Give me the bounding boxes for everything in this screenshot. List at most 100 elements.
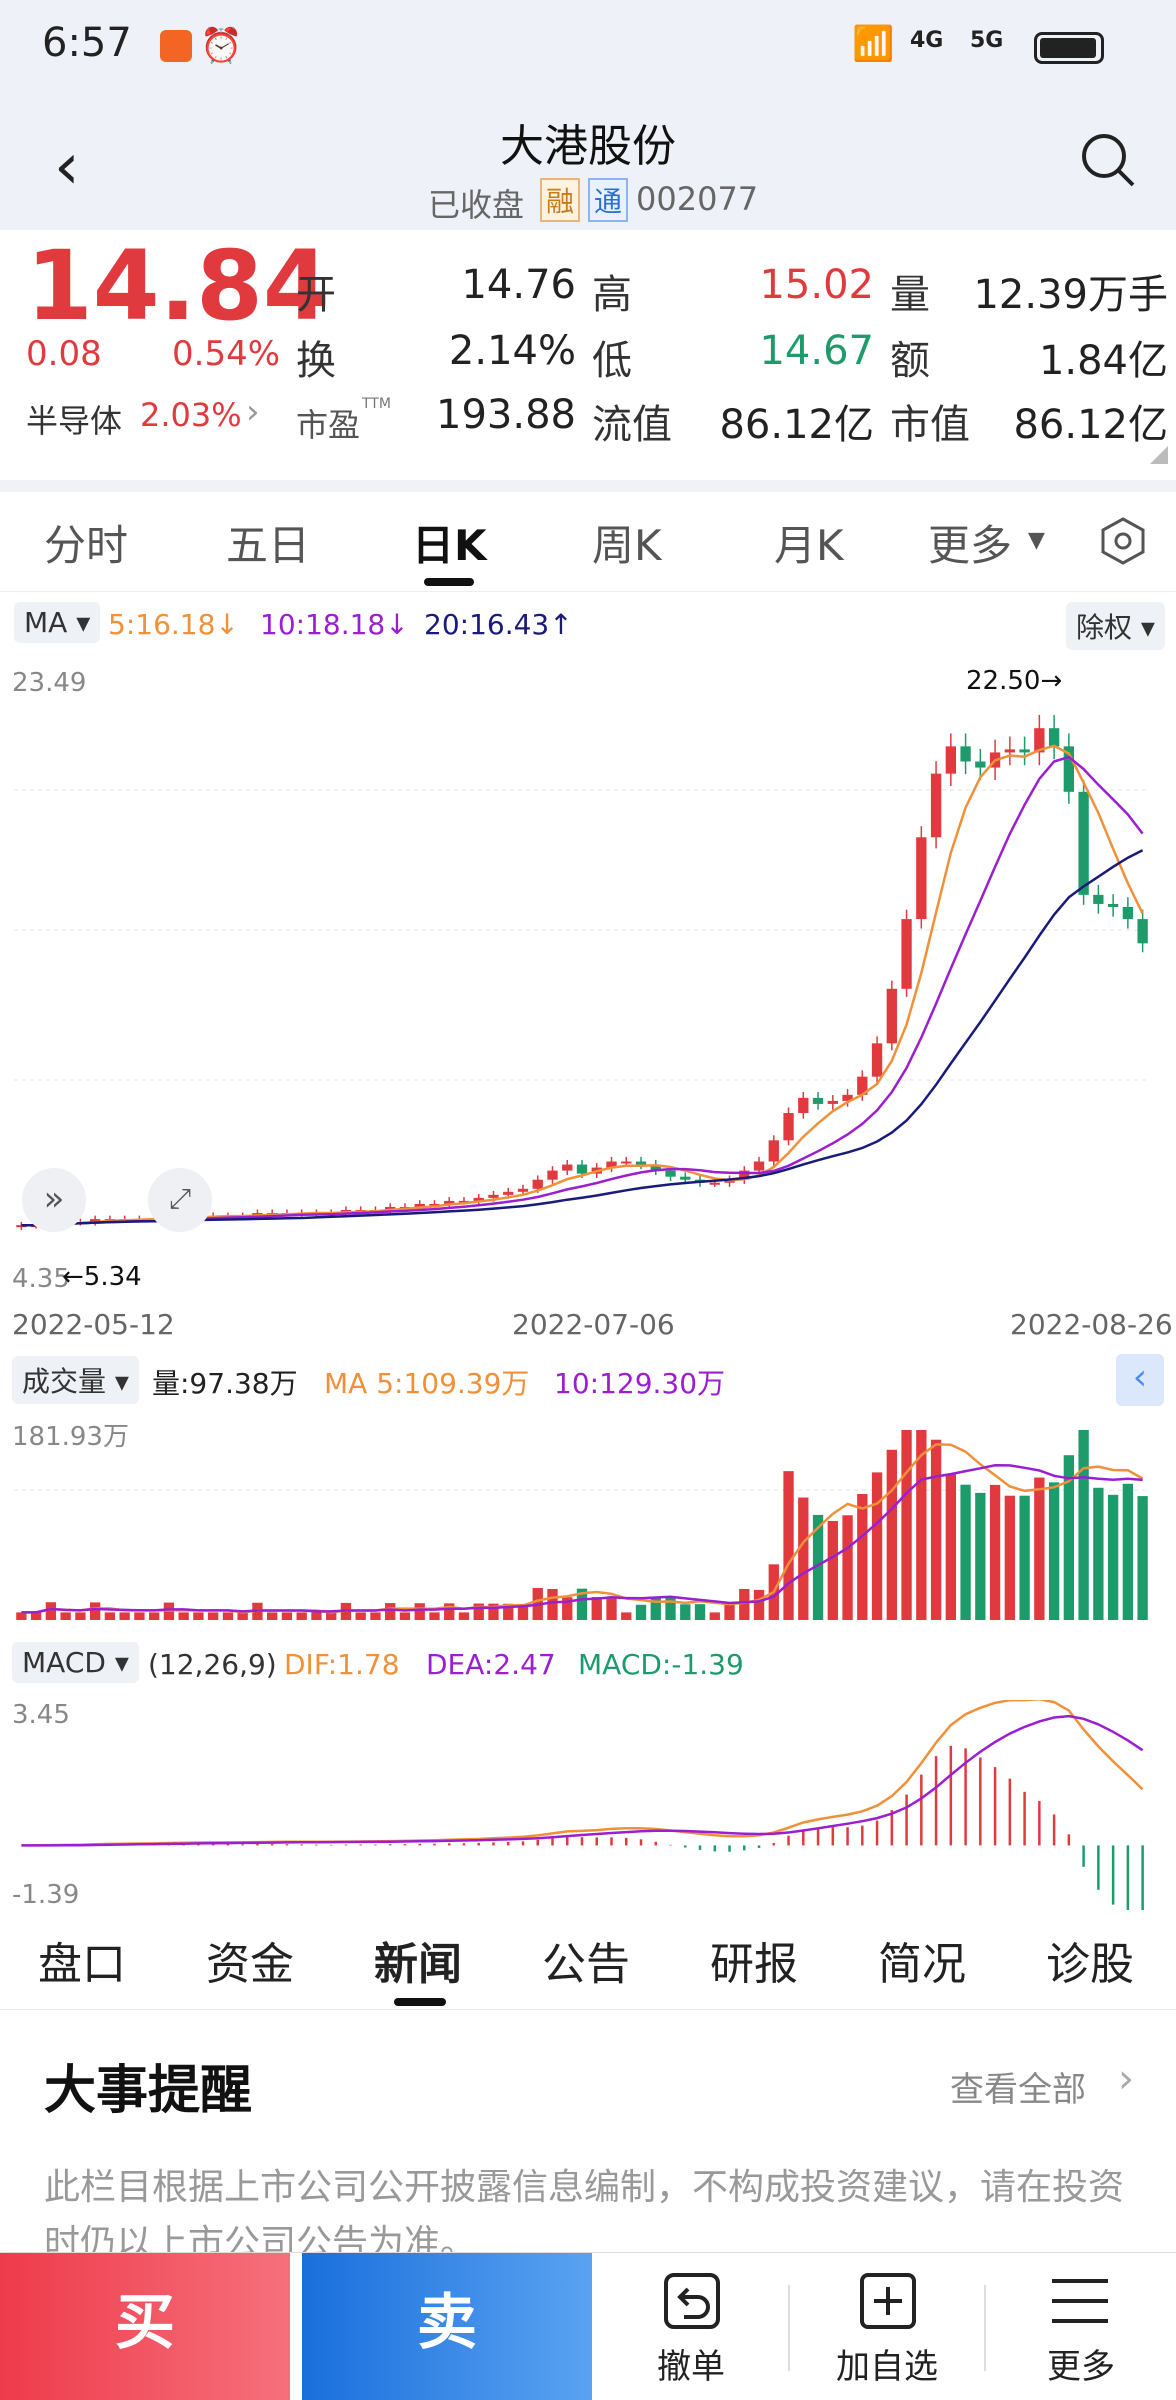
volume-bar bbox=[104, 1612, 116, 1620]
macd-selector[interactable]: MACD ▾ bbox=[12, 1642, 139, 1683]
tab-intraday[interactable]: 分时 bbox=[44, 521, 129, 570]
expand-left-icon[interactable]: » bbox=[22, 1168, 86, 1232]
tab-daily-k[interactable]: 日K bbox=[412, 521, 487, 570]
volume-value: 12.39万手 bbox=[973, 272, 1168, 318]
tab-five-day[interactable]: 五日 bbox=[226, 521, 311, 570]
volume-bar bbox=[783, 1471, 794, 1620]
high-value: 15.02 bbox=[759, 262, 874, 308]
buy-button[interactable]: 买 bbox=[0, 2253, 290, 2400]
settings-hex-icon[interactable] bbox=[1098, 516, 1148, 570]
network-5g-label: 5G bbox=[970, 28, 1004, 53]
market-cap-label: 市值 bbox=[890, 402, 970, 448]
candle-body bbox=[975, 761, 986, 768]
search-icon[interactable] bbox=[1078, 130, 1135, 187]
tab-orderbook[interactable]: 盘口 bbox=[38, 1939, 126, 1990]
candle-body bbox=[960, 746, 971, 762]
macd-dea: DEA:2.47 bbox=[426, 1648, 556, 1681]
volume-selector[interactable]: 成交量 ▾ bbox=[12, 1356, 139, 1404]
ma-selector[interactable]: MA ▾ bbox=[14, 602, 101, 643]
sector-change[interactable]: 2.03% bbox=[140, 396, 242, 434]
tab-more[interactable]: 更多 bbox=[928, 521, 1013, 570]
quote-panel: 14.84 0.08 0.54% 半导体 2.03% › 开 14.76 高 1… bbox=[0, 230, 1176, 480]
candle-body bbox=[886, 988, 897, 1044]
kline-chart[interactable] bbox=[0, 660, 1176, 1300]
candle-body bbox=[576, 1164, 588, 1174]
volume-bar bbox=[370, 1612, 381, 1620]
candle-body bbox=[89, 1219, 101, 1223]
view-all-link[interactable]: 查看全部 bbox=[950, 2070, 1086, 2110]
cancel-order-button[interactable]: 撤单 bbox=[594, 2253, 788, 2400]
candle-body bbox=[650, 1164, 661, 1171]
volume-bar bbox=[414, 1603, 425, 1620]
sector-label[interactable]: 半导体 bbox=[26, 402, 123, 440]
candle-body bbox=[739, 1170, 750, 1180]
candle-body bbox=[1004, 749, 1016, 753]
volume-bar bbox=[680, 1604, 691, 1620]
candle-body bbox=[798, 1097, 809, 1114]
turnover-label: 换 bbox=[296, 338, 336, 384]
add-watchlist-button[interactable]: 加自选 bbox=[790, 2253, 984, 2400]
volume-label: 量 bbox=[890, 272, 930, 318]
volume-bar bbox=[134, 1612, 145, 1620]
divider bbox=[0, 480, 1176, 492]
last-price: 14.84 bbox=[26, 230, 330, 342]
tab-news[interactable]: 新闻 bbox=[374, 1939, 462, 1990]
info-tabs: 盘口 资金 新闻 公告 研报 简况 诊股 bbox=[0, 1910, 1176, 2010]
volume-bar bbox=[871, 1472, 883, 1620]
volume-bar bbox=[665, 1596, 676, 1620]
amount-value: 1.84亿 bbox=[1038, 338, 1168, 384]
tab-diagnosis[interactable]: 诊股 bbox=[1046, 1939, 1134, 1990]
macd-chart[interactable] bbox=[0, 1697, 1176, 1924]
pe-ttm-sup: TTM bbox=[362, 396, 391, 412]
volume-bar bbox=[355, 1612, 366, 1620]
expand-corner-icon[interactable] bbox=[1150, 446, 1168, 464]
candle-body bbox=[680, 1176, 691, 1180]
volume-bar bbox=[547, 1588, 558, 1620]
fullscreen-icon[interactable]: ⤢ bbox=[148, 1168, 212, 1232]
volume-bar bbox=[148, 1612, 160, 1620]
candle-body bbox=[901, 919, 912, 989]
macd-params: (12,26,9) bbox=[148, 1648, 277, 1681]
volume-bar bbox=[1019, 1495, 1030, 1620]
volume-bar bbox=[267, 1612, 278, 1620]
connect-badge: 通 bbox=[588, 178, 629, 222]
tab-funds[interactable]: 资金 bbox=[206, 1939, 294, 1990]
back-icon[interactable]: ‹ bbox=[54, 130, 80, 204]
tab-profile[interactable]: 简况 bbox=[878, 1939, 966, 1990]
macd-svg bbox=[21, 1697, 1144, 1924]
ma20-text: 20:16.43 bbox=[424, 608, 550, 641]
macd-max-label: 3.45 bbox=[12, 1700, 70, 1730]
volume-bar bbox=[739, 1588, 750, 1620]
kline-max-label: 23.49 bbox=[12, 668, 87, 698]
tab-weekly-k[interactable]: 周K bbox=[592, 521, 662, 570]
date-start: 2022-05-12 bbox=[12, 1308, 175, 1341]
kline-min-label: 4.35 bbox=[12, 1264, 70, 1294]
macd-selector-label: MACD bbox=[22, 1646, 106, 1679]
volume-bar bbox=[16, 1612, 27, 1620]
chevron-right-icon[interactable]: › bbox=[1118, 2056, 1134, 2102]
volume-bar bbox=[503, 1603, 514, 1620]
volume-bar bbox=[89, 1602, 101, 1620]
volume-bar bbox=[281, 1612, 293, 1620]
high-label: 高 bbox=[592, 272, 632, 318]
period-tabs: 分时 五日 日K 周K 月K 更多 ▼ bbox=[0, 492, 1176, 592]
volume-bar bbox=[1122, 1483, 1134, 1620]
candle-body bbox=[783, 1113, 794, 1141]
candle-body bbox=[1122, 906, 1134, 920]
candle-body bbox=[414, 1203, 425, 1207]
sell-button[interactable]: 卖 bbox=[302, 2253, 592, 2400]
volume-bar bbox=[458, 1612, 470, 1620]
tab-announcements[interactable]: 公告 bbox=[542, 1939, 630, 1990]
low-label: 低 bbox=[592, 338, 632, 384]
margin-badge: 融 bbox=[540, 178, 581, 222]
chevron-right-icon[interactable]: › bbox=[246, 392, 260, 432]
high-marker-value: 22.50 bbox=[966, 666, 1041, 696]
volume-chart[interactable] bbox=[0, 1410, 1176, 1630]
collapse-panel-icon[interactable]: ‹ bbox=[1116, 1354, 1164, 1406]
volume-bar bbox=[429, 1612, 440, 1620]
tab-monthly-k[interactable]: 月K bbox=[774, 521, 844, 570]
candle-body bbox=[1034, 728, 1045, 753]
adjust-selector[interactable]: 除权 ▾ bbox=[1066, 602, 1165, 650]
more-button[interactable]: 更多 bbox=[986, 2253, 1176, 2400]
tab-research[interactable]: 研报 bbox=[710, 1939, 798, 1990]
